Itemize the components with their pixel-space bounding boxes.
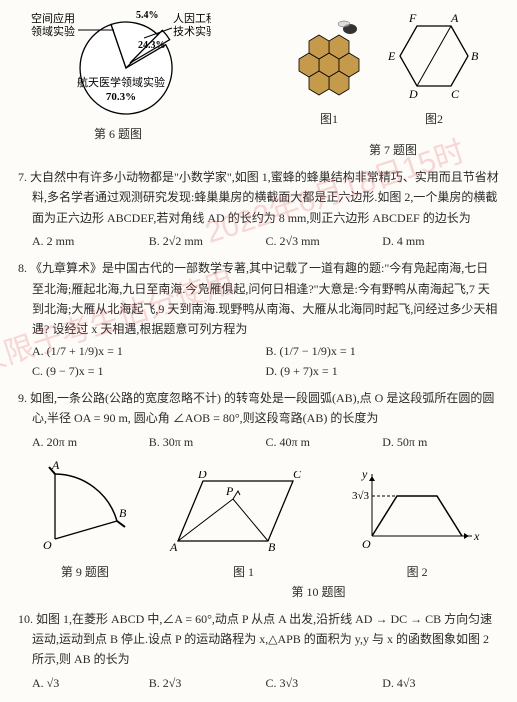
q10-option-c: C. 3√3: [266, 674, 383, 692]
figure-9: A B O 第 9 题图: [35, 461, 135, 581]
svg-text:A: A: [51, 461, 60, 472]
svg-text:P: P: [225, 484, 234, 498]
q7-option-a: A. 2 mm: [32, 232, 149, 250]
figure-7-caption: 第 7 题图: [278, 141, 508, 159]
q10-option-b: B. 2√3: [149, 674, 266, 692]
figure-row-mid: A B O 第 9 题图 D C A B P 图 1: [18, 461, 499, 581]
figure-10-caption: 第 10 题图: [138, 583, 499, 601]
q10-option-a: A. √3: [32, 674, 149, 692]
figure-10-sub2: 3√3 O x y 图 2: [352, 466, 482, 581]
svg-text:B: B: [268, 540, 276, 554]
question-10-text: 10. 如图 1,在菱形 ABCD 中,∠A = 60°,动点 P 从点 A 出…: [18, 609, 499, 670]
svg-text:C: C: [451, 87, 460, 101]
svg-text:70.3%: 70.3%: [105, 91, 135, 103]
pie-label-big: 航天医学领域实验: [77, 75, 165, 89]
svg-text:x: x: [473, 529, 480, 543]
figure-7-sub1: 图1: [284, 13, 374, 128]
svg-text:空间应用: 空间应用: [31, 11, 75, 25]
svg-text:24.3%: 24.3%: [138, 40, 166, 51]
bee-icon: [338, 21, 357, 34]
svg-text:O: O: [43, 538, 52, 552]
svg-text:E: E: [387, 49, 396, 63]
q9-option-a: A. 20π m: [32, 433, 149, 451]
question-8-text: 8. 《九章算术》是中国古代的一部数学专著,其中记载了一道有趣的题:"今有凫起南…: [18, 258, 499, 340]
svg-text:A: A: [169, 540, 178, 554]
question-7-text: 7. 大自然中有许多小动物都是"小数学家",如图 1,蜜蜂的蜂巢结构非常精巧、实…: [18, 167, 499, 228]
figure-6: 航天医学领域实验 70.3% 24.3% 5.4% 空间应用 领域实验 人因工程…: [18, 8, 218, 143]
svg-text:3√3: 3√3: [352, 490, 370, 502]
question-9-text: 9. 如图,一条公路(公路的宽度忽略不计) 的转弯处是一段圆弧(AB),点 O …: [18, 388, 499, 429]
svg-text:y: y: [361, 467, 368, 481]
figure-row-top: 航天医学领域实验 70.3% 24.3% 5.4% 空间应用 领域实验 人因工程…: [18, 8, 499, 143]
q9-option-b: B. 30π m: [149, 433, 266, 451]
svg-text:D: D: [197, 471, 207, 481]
figure-7: 图1 A B C D E F 图2: [269, 8, 499, 128]
q8-option-c: C. (9 − 7)x = 1: [32, 362, 266, 380]
q8-option-b: B. (1/7 − 1/9)x = 1: [266, 342, 500, 360]
figure-7-sub2: A B C D E F 图2: [384, 8, 484, 128]
svg-text:人因工程: 人因工程: [173, 12, 211, 25]
svg-text:领域实验: 领域实验: [31, 24, 75, 38]
q7-option-b: B. 2√2 mm: [149, 232, 266, 250]
svg-text:D: D: [408, 87, 418, 101]
q8-option-a: A. (1/7 + 1/9)x = 1: [32, 342, 266, 360]
q7-option-d: D. 4 mm: [382, 232, 499, 250]
question-10: 10. 如图 1,在菱形 ABCD 中,∠A = 60°,动点 P 从点 A 出…: [18, 609, 499, 692]
q9-option-c: C. 40π m: [266, 433, 383, 451]
q7-option-c: C. 2√3 mm: [266, 232, 383, 250]
question-8: 8. 《九章算术》是中国古代的一部数学专著,其中记载了一道有趣的题:"今有凫起南…: [18, 258, 499, 380]
svg-text:A: A: [450, 11, 459, 25]
q10-option-d: D. 4√3: [382, 674, 499, 692]
question-7: 7. 大自然中有许多小动物都是"小数学家",如图 1,蜜蜂的蜂巢结构非常精巧、实…: [18, 167, 499, 250]
q8-option-d: D. (9 + 7)x = 1: [266, 362, 500, 380]
svg-text:5.4%: 5.4%: [136, 10, 159, 21]
svg-text:B: B: [119, 506, 127, 520]
svg-text:F: F: [408, 11, 417, 25]
pie-chart: 航天医学领域实验 70.3% 24.3% 5.4% 空间应用 领域实验 人因工程…: [26, 8, 211, 118]
q9-option-d: D. 50π m: [382, 433, 499, 451]
svg-text:B: B: [471, 49, 479, 63]
figure-10-sub1: D C A B P 图 1: [168, 471, 318, 581]
svg-text:O: O: [362, 537, 371, 551]
figure-6-caption: 第 6 题图: [18, 125, 218, 143]
svg-text:C: C: [293, 471, 302, 481]
question-9: 9. 如图,一条公路(公路的宽度忽略不计) 的转弯处是一段圆弧(AB),点 O …: [18, 388, 499, 451]
svg-text:技术实验: 技术实验: [173, 24, 211, 38]
